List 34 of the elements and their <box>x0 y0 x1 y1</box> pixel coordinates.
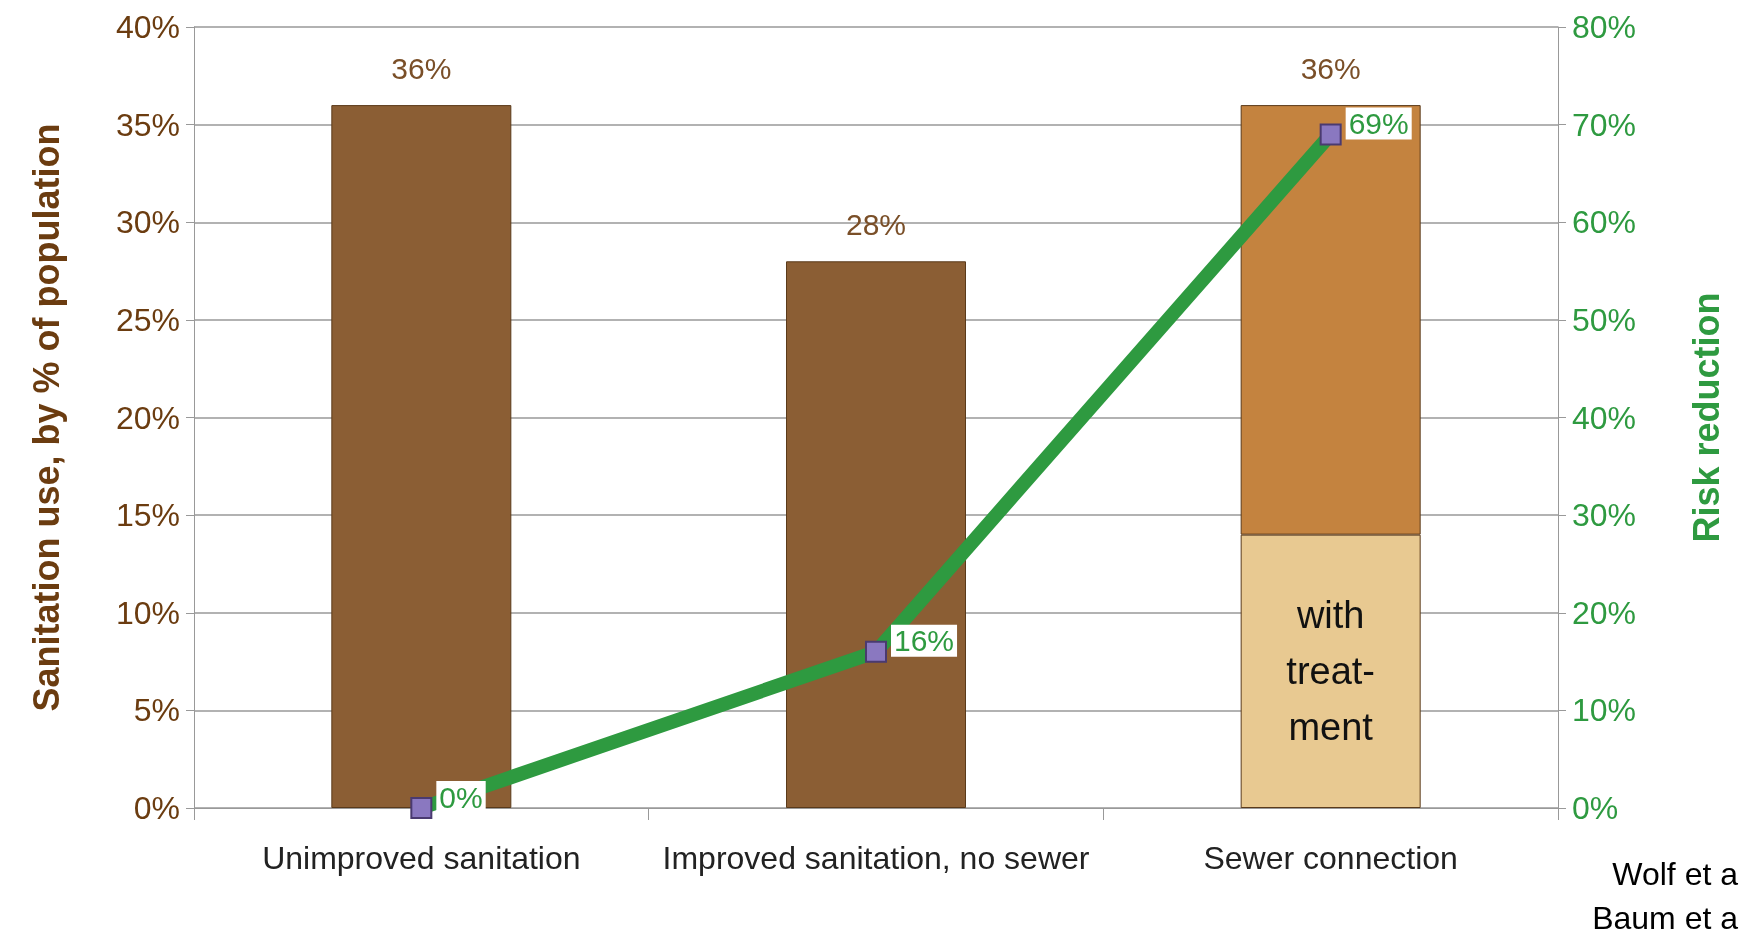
x-tick-label: Unimproved sanitation <box>262 840 581 876</box>
y2-tick-label: 50% <box>1572 301 1637 338</box>
y-axis-title: Sanitation use, by % of population <box>25 123 67 712</box>
y-tick-label: 30% <box>115 204 180 241</box>
text: Wolf et a <box>1612 856 1739 892</box>
y2-tick-label: 80% <box>1572 9 1637 45</box>
data-label: 69% <box>1348 106 1409 140</box>
bar <box>786 261 966 808</box>
y2-tick-label: 60% <box>1572 204 1637 241</box>
total-label: 36% <box>1300 51 1361 85</box>
y-tick-label: 5% <box>133 692 180 729</box>
y2-axis-title: Risk reduction <box>1685 292 1727 543</box>
series-label: with treat- ment <box>1286 594 1376 749</box>
total-label: 36% <box>391 51 452 85</box>
y2-tick-label: 20% <box>1572 594 1637 631</box>
y2-tick-label: 0% <box>1572 790 1619 826</box>
text: Baum et a <box>1592 900 1739 936</box>
x-tick-label: Improved sanitation, no sewer <box>662 840 1090 876</box>
y-tick-label: 20% <box>115 399 180 436</box>
y-tick-label: 15% <box>115 497 180 534</box>
y-tick-label: 35% <box>115 106 180 143</box>
y2-tick-label: 30% <box>1572 497 1637 534</box>
y-tick-label: 10% <box>115 594 180 631</box>
total-label: 28% <box>845 207 907 241</box>
x-tick-label: Sewer connection <box>1203 840 1458 876</box>
y2-tick-label: 70% <box>1572 106 1637 143</box>
y-tick-label: 25% <box>115 301 180 338</box>
y-tick-label: 0% <box>133 790 180 826</box>
y2-tick-label: 40% <box>1572 399 1637 436</box>
y2-tick-label: 10% <box>1572 692 1637 729</box>
data-label: 0% <box>439 780 483 814</box>
bar <box>331 105 512 808</box>
y-tick-label: 40% <box>115 9 180 45</box>
data-label: 16% <box>894 624 955 658</box>
